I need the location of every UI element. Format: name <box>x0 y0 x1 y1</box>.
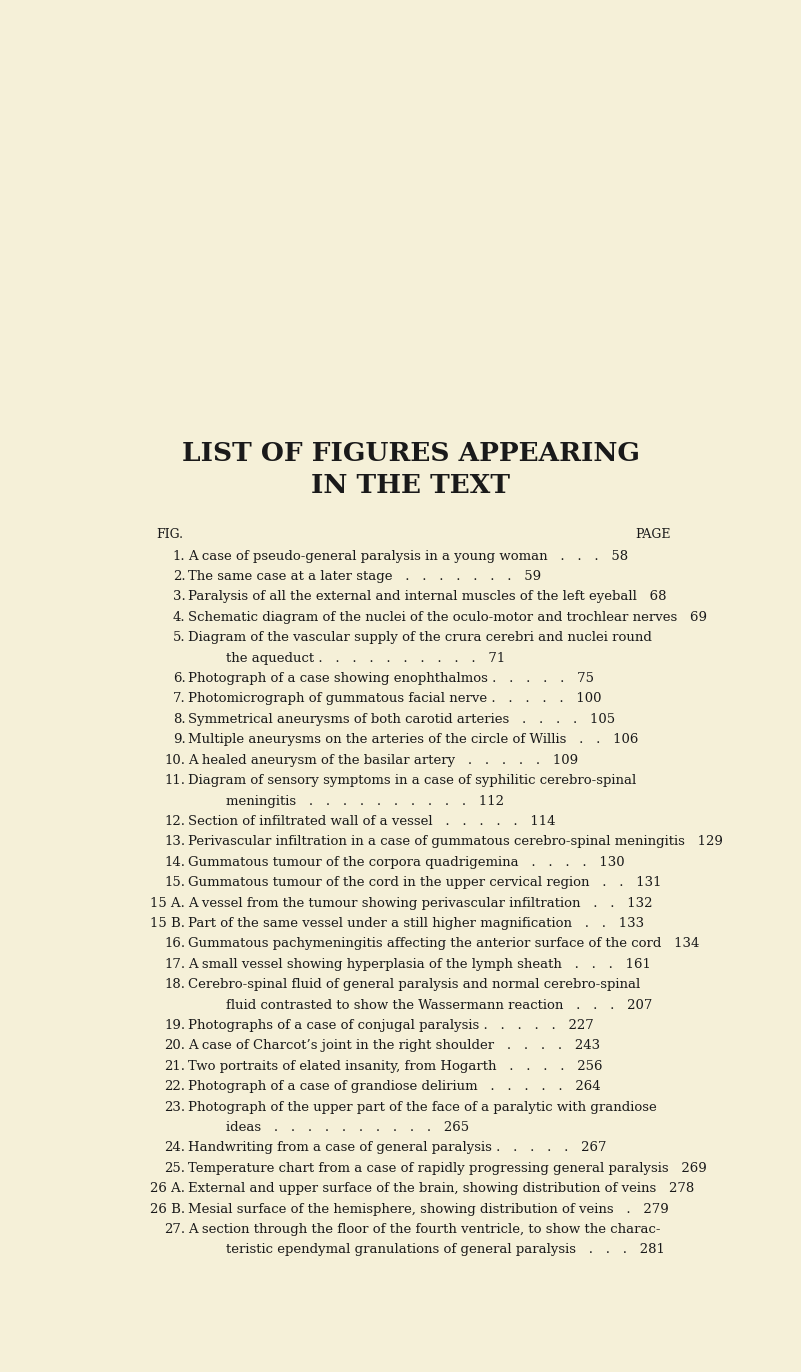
Text: 16.: 16. <box>164 937 185 951</box>
Text: Section of infiltrated wall of a vessel   .   .   .   .   .   114: Section of infiltrated wall of a vessel … <box>188 815 556 827</box>
Text: Multiple aneurysms on the arteries of the circle of Willis   .   .   106: Multiple aneurysms on the arteries of th… <box>188 733 639 746</box>
Text: PAGE: PAGE <box>635 528 670 541</box>
Text: 26 A.: 26 A. <box>151 1183 185 1195</box>
Text: Mesial surface of the hemisphere, showing distribution of veins   .   279: Mesial surface of the hemisphere, showin… <box>188 1203 669 1216</box>
Text: 12.: 12. <box>164 815 185 827</box>
Text: Two portraits of elated insanity, from Hogarth   .   .   .   .   256: Two portraits of elated insanity, from H… <box>188 1059 603 1073</box>
Text: 21.: 21. <box>164 1059 185 1073</box>
Text: IN THE TEXT: IN THE TEXT <box>311 473 510 498</box>
Text: 14.: 14. <box>164 856 185 868</box>
Text: Photomicrograph of gummatous facial nerve .   .   .   .   .   100: Photomicrograph of gummatous facial nerv… <box>188 693 602 705</box>
Text: External and upper surface of the brain, showing distribution of veins   278: External and upper surface of the brain,… <box>188 1183 694 1195</box>
Text: fluid contrasted to show the Wassermann reaction   .   .   .   207: fluid contrasted to show the Wassermann … <box>226 999 652 1011</box>
Text: 7.: 7. <box>173 693 185 705</box>
Text: the aqueduct .   .   .   .   .   .   .   .   .   .   71: the aqueduct . . . . . . . . . . 71 <box>226 652 505 664</box>
Text: 25.: 25. <box>164 1162 185 1174</box>
Text: 1.: 1. <box>173 550 185 563</box>
Text: Schematic diagram of the nuclei of the oculo-motor and trochlear nerves   69: Schematic diagram of the nuclei of the o… <box>188 611 707 624</box>
Text: FIG.: FIG. <box>156 528 183 541</box>
Text: Diagram of sensory symptoms in a case of syphilitic cerebro-spinal: Diagram of sensory symptoms in a case of… <box>188 774 637 788</box>
Text: Diagram of the vascular supply of the crura cerebri and nuclei round: Diagram of the vascular supply of the cr… <box>188 631 652 645</box>
Text: Gummatous tumour of the cord in the upper cervical region   .   .   131: Gummatous tumour of the cord in the uppe… <box>188 877 662 889</box>
Text: 8.: 8. <box>173 713 185 726</box>
Text: 10.: 10. <box>164 753 185 767</box>
Text: 2.: 2. <box>173 569 185 583</box>
Text: 4.: 4. <box>173 611 185 624</box>
Text: Gummatous pachymeningitis affecting the anterior surface of the cord   134: Gummatous pachymeningitis affecting the … <box>188 937 700 951</box>
Text: 6.: 6. <box>173 672 185 685</box>
Text: 26 B.: 26 B. <box>151 1203 185 1216</box>
Text: 20.: 20. <box>164 1040 185 1052</box>
Text: Perivascular infiltration in a case of gummatous cerebro-spinal meningitis   129: Perivascular infiltration in a case of g… <box>188 836 723 848</box>
Text: ideas   .   .   .   .   .   .   .   .   .   .   265: ideas . . . . . . . . . . 265 <box>226 1121 469 1135</box>
Text: Paralysis of all the external and internal muscles of the left eyeball   68: Paralysis of all the external and intern… <box>188 590 667 604</box>
Text: 5.: 5. <box>173 631 185 645</box>
Text: Part of the same vessel under a still higher magnification   .   .   133: Part of the same vessel under a still hi… <box>188 916 645 930</box>
Text: 15 B.: 15 B. <box>151 916 185 930</box>
Text: 23.: 23. <box>164 1100 185 1114</box>
Text: Photograph of a case showing enophthalmos .   .   .   .   .   75: Photograph of a case showing enophthalmo… <box>188 672 594 685</box>
Text: Photographs of a case of conjugal paralysis .   .   .   .   .   227: Photographs of a case of conjugal paraly… <box>188 1019 594 1032</box>
Text: 11.: 11. <box>164 774 185 788</box>
Text: A healed aneurysm of the basilar artery   .   .   .   .   .   109: A healed aneurysm of the basilar artery … <box>188 753 578 767</box>
Text: Photograph of the upper part of the face of a paralytic with grandiose: Photograph of the upper part of the face… <box>188 1100 658 1114</box>
Text: Symmetrical aneurysms of both carotid arteries   .   .   .   .   105: Symmetrical aneurysms of both carotid ar… <box>188 713 616 726</box>
Text: Photograph of a case of grandiose delirium   .   .   .   .   .   264: Photograph of a case of grandiose deliri… <box>188 1080 601 1093</box>
Text: A small vessel showing hyperplasia of the lymph sheath   .   .   .   161: A small vessel showing hyperplasia of th… <box>188 958 651 971</box>
Text: teristic ependymal granulations of general paralysis   .   .   .   281: teristic ependymal granulations of gener… <box>226 1243 665 1257</box>
Text: 18.: 18. <box>164 978 185 991</box>
Text: meningitis   .   .   .   .   .   .   .   .   .   .   112: meningitis . . . . . . . . . . 112 <box>226 794 504 808</box>
Text: 3.: 3. <box>173 590 185 604</box>
Text: A section through the floor of the fourth ventricle, to show the charac-: A section through the floor of the fourt… <box>188 1222 661 1236</box>
Text: 13.: 13. <box>164 836 185 848</box>
Text: Temperature chart from a case of rapidly progressing general paralysis   269: Temperature chart from a case of rapidly… <box>188 1162 707 1174</box>
Text: 17.: 17. <box>164 958 185 971</box>
Text: A case of pseudo-general paralysis in a young woman   .   .   .   58: A case of pseudo-general paralysis in a … <box>188 550 629 563</box>
Text: 22.: 22. <box>164 1080 185 1093</box>
Text: Handwriting from a case of general paralysis .   .   .   .   .   267: Handwriting from a case of general paral… <box>188 1142 607 1154</box>
Text: 9.: 9. <box>173 733 185 746</box>
Text: Cerebro-spinal fluid of general paralysis and normal cerebro-spinal: Cerebro-spinal fluid of general paralysi… <box>188 978 641 991</box>
Text: 27.: 27. <box>164 1222 185 1236</box>
Text: 24.: 24. <box>164 1142 185 1154</box>
Text: 15 A.: 15 A. <box>151 896 185 910</box>
Text: A vessel from the tumour showing perivascular infiltration   .   .   132: A vessel from the tumour showing perivas… <box>188 896 653 910</box>
Text: The same case at a later stage   .   .   .   .   .   .   .   59: The same case at a later stage . . . . .… <box>188 569 541 583</box>
Text: 19.: 19. <box>164 1019 185 1032</box>
Text: A case of Charcot’s joint in the right shoulder   .   .   .   .   243: A case of Charcot’s joint in the right s… <box>188 1040 601 1052</box>
Text: Gummatous tumour of the corpora quadrigemina   .   .   .   .   130: Gummatous tumour of the corpora quadrige… <box>188 856 625 868</box>
Text: LIST OF FIGURES APPEARING: LIST OF FIGURES APPEARING <box>182 440 639 466</box>
Text: 15.: 15. <box>164 877 185 889</box>
